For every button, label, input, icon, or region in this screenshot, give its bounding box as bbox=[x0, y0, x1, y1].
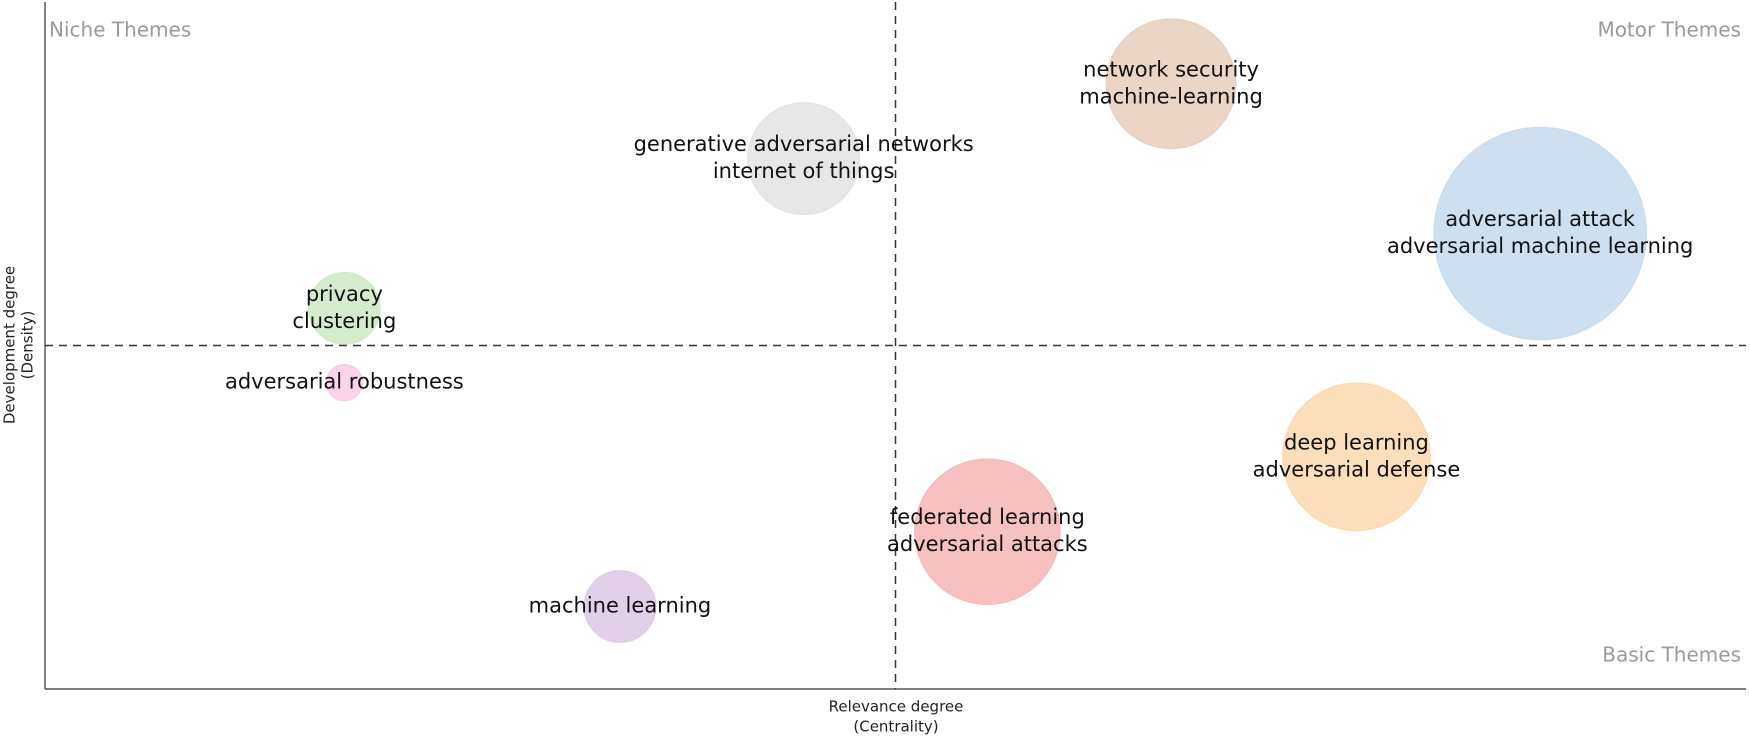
bubble bbox=[747, 102, 861, 216]
bubble bbox=[1282, 382, 1431, 532]
bubble-label: generative adversarial networks bbox=[634, 132, 974, 156]
bubble-label: adversarial defense bbox=[1253, 457, 1461, 481]
bubble-label: machine-learning bbox=[1079, 84, 1263, 108]
bubble bbox=[1433, 126, 1647, 341]
bubble bbox=[325, 363, 364, 402]
bubble bbox=[914, 458, 1061, 606]
bubble-label: adversarial machine learning bbox=[1387, 234, 1693, 258]
bubble-label: deep learning bbox=[1284, 430, 1429, 454]
x-axis-title: (Centrality) bbox=[853, 718, 938, 736]
quadrant-label: Basic Themes bbox=[1602, 643, 1741, 667]
quadrant-label: Motor Themes bbox=[1597, 18, 1741, 42]
bubble-label: adversarial attack bbox=[1445, 207, 1636, 231]
bubble bbox=[307, 272, 381, 345]
bubble-label: federated learning bbox=[890, 505, 1085, 529]
bubble-label: machine learning bbox=[529, 594, 712, 618]
bubble-label: clustering bbox=[292, 309, 396, 333]
bubble-label: internet of things bbox=[713, 159, 895, 183]
y-axis-title: (Density) bbox=[19, 311, 37, 380]
bubble-label: network security bbox=[1083, 57, 1259, 81]
bubble-label: adversarial attacks bbox=[887, 532, 1088, 556]
bubble bbox=[583, 570, 657, 643]
bubble-label: adversarial robustness bbox=[225, 370, 464, 394]
bubble bbox=[1105, 18, 1237, 150]
bubble-label: privacy bbox=[306, 282, 383, 306]
y-axis-title: Development degree bbox=[1, 266, 19, 424]
x-axis-title: Relevance degree bbox=[829, 698, 964, 716]
quadrant-label: Niche Themes bbox=[49, 18, 191, 42]
